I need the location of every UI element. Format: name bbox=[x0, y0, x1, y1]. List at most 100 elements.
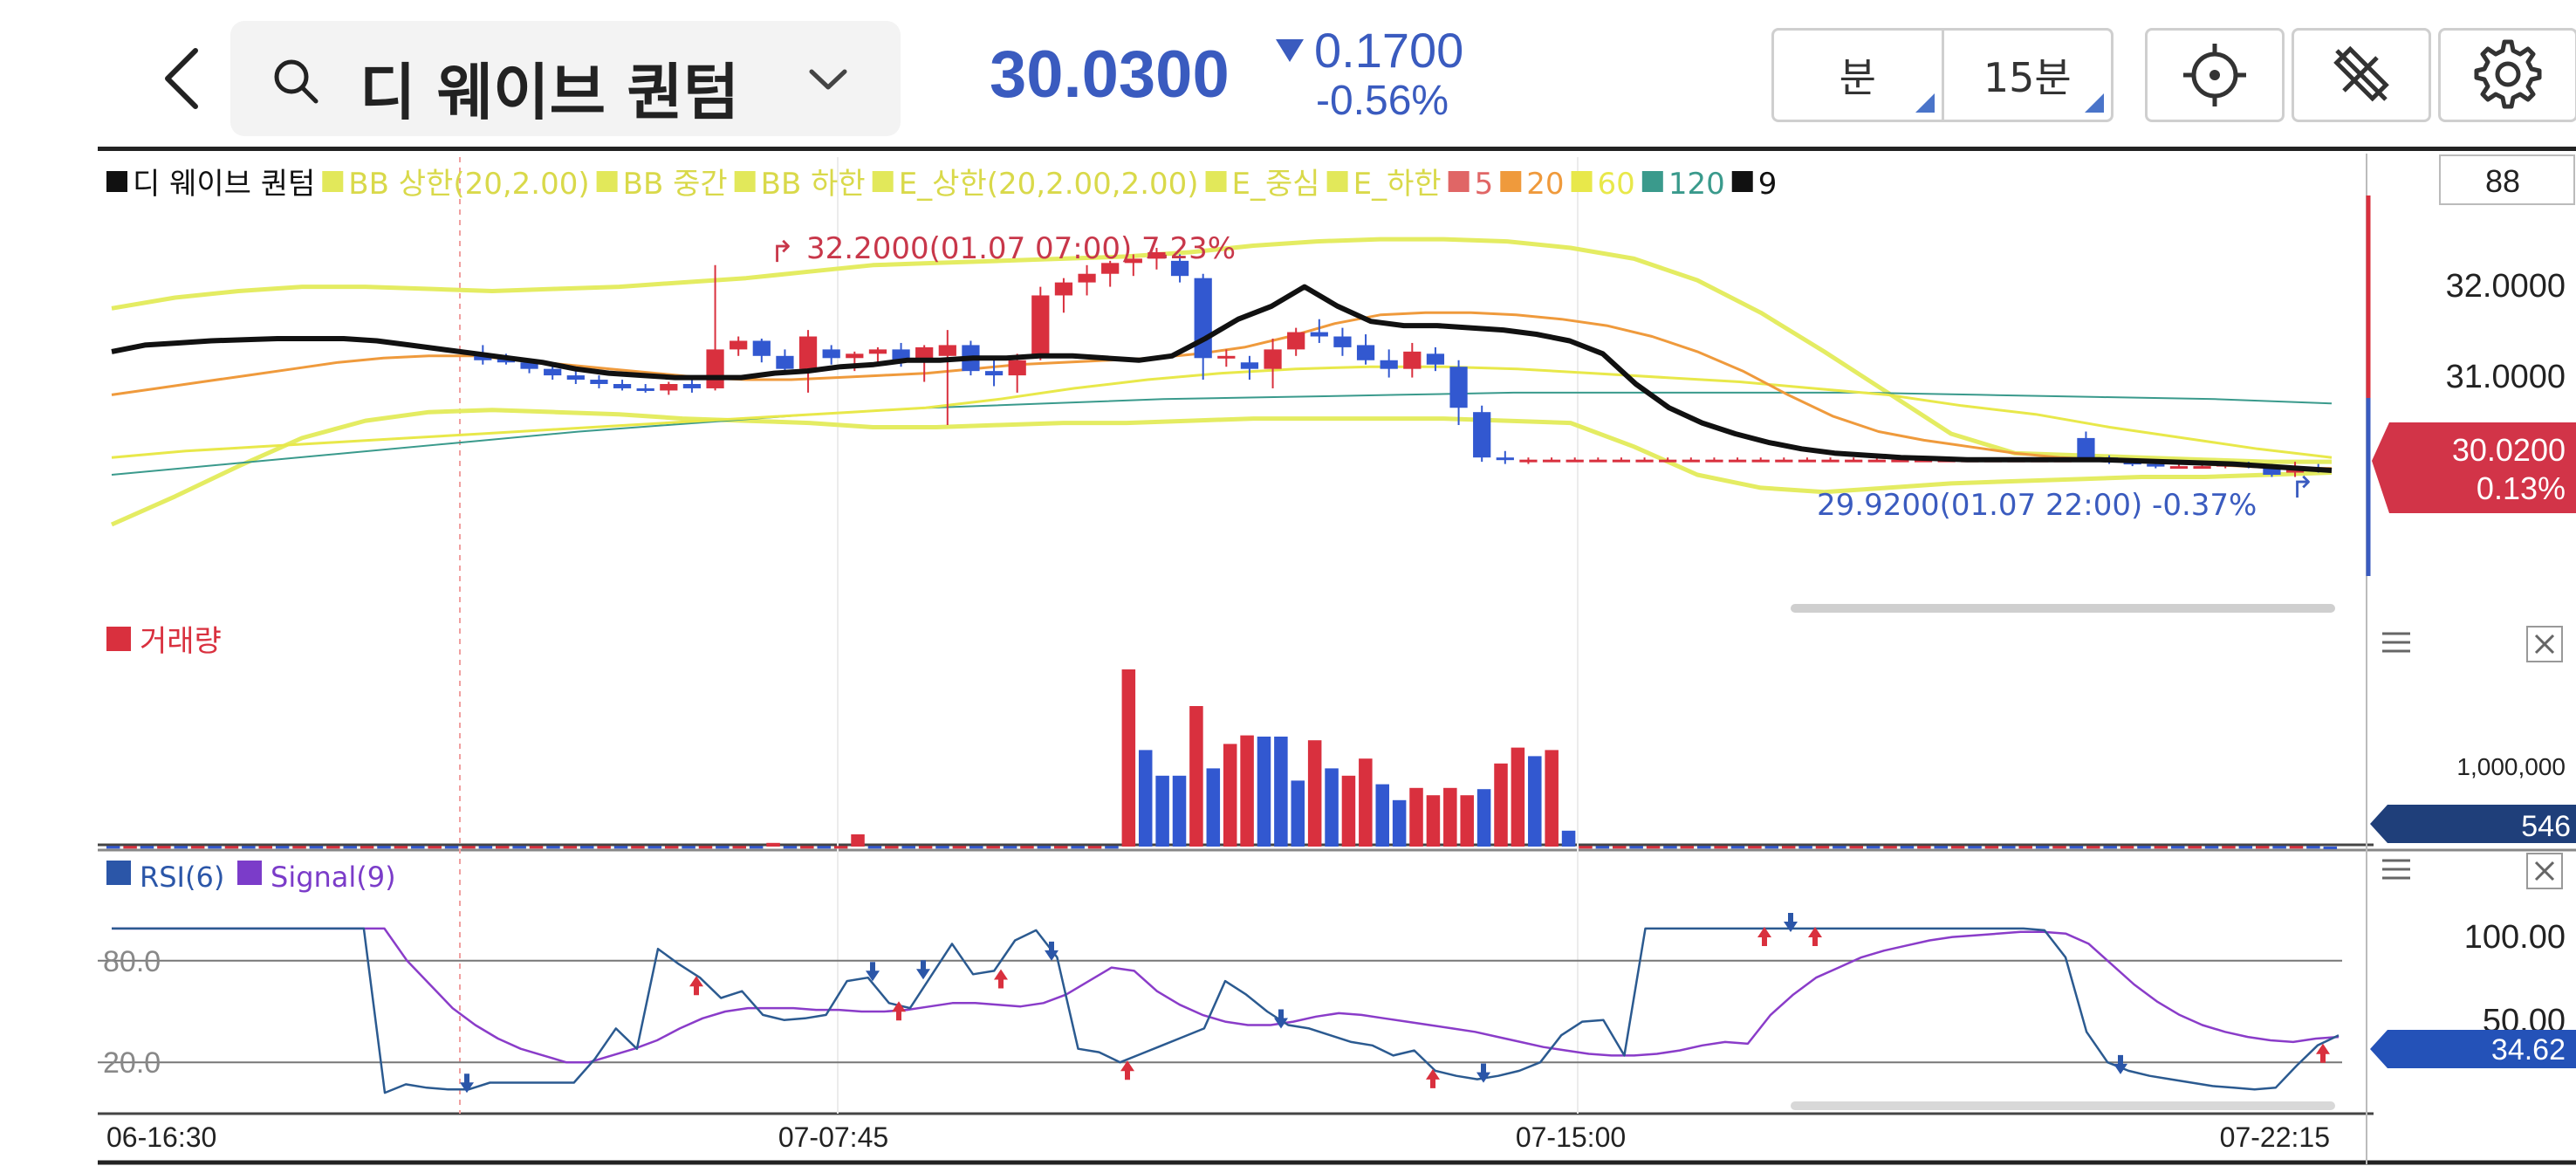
candle-body bbox=[798, 336, 818, 369]
current-price-tag bbox=[2372, 422, 2576, 513]
legend-swatch bbox=[106, 861, 131, 885]
panel-close-icon[interactable] bbox=[2526, 853, 2563, 889]
volume-bar bbox=[1071, 846, 1085, 849]
volume-bar bbox=[901, 846, 915, 849]
sell-arrow-icon bbox=[1476, 1063, 1490, 1083]
volume-bar bbox=[1359, 758, 1373, 847]
volume-bar bbox=[1291, 780, 1305, 847]
drawing-tools-button[interactable] bbox=[2292, 28, 2431, 122]
volume-bar bbox=[1189, 706, 1203, 847]
rsi-line bbox=[112, 927, 2340, 1094]
panel-menu-icon[interactable] bbox=[2382, 632, 2410, 653]
rsi-scrollbar[interactable] bbox=[1791, 1101, 2335, 1110]
volume-bar bbox=[2204, 846, 2219, 849]
candle-body bbox=[1821, 459, 1840, 463]
gear-icon bbox=[2474, 39, 2542, 109]
x-axis-label: 06-16:30 bbox=[106, 1121, 216, 1153]
candle-body bbox=[1194, 278, 1212, 359]
legend-swatch bbox=[106, 627, 131, 651]
candle-body bbox=[1217, 355, 1236, 359]
candle-body bbox=[1240, 362, 1259, 369]
candle-body bbox=[1264, 349, 1282, 369]
back-button[interactable] bbox=[148, 35, 218, 122]
panel-close-icon[interactable] bbox=[2526, 626, 2563, 662]
candle-body bbox=[1170, 260, 1189, 277]
volume-bar bbox=[647, 846, 662, 849]
volume-bar bbox=[1561, 830, 1576, 847]
legend-swatch bbox=[1205, 171, 1227, 192]
candle-body bbox=[1031, 295, 1050, 356]
volume-bar bbox=[1663, 846, 1677, 849]
candle-body bbox=[1101, 263, 1120, 274]
stock-name: 디 웨이브 퀀텀 bbox=[360, 57, 740, 128]
volume-bar bbox=[918, 846, 933, 849]
down-triangle-icon bbox=[1276, 39, 1304, 62]
timeframe-value-button[interactable]: 15분 bbox=[1941, 31, 2112, 120]
period-input-value: 88 bbox=[2485, 163, 2520, 199]
timeframe-selector: 분 15분 bbox=[1771, 28, 2114, 122]
volume-bar bbox=[1155, 775, 1169, 847]
volume-bar bbox=[2052, 846, 2066, 849]
buy-arrow-icon bbox=[689, 976, 703, 996]
volume-bar bbox=[1274, 737, 1288, 847]
period-input[interactable] bbox=[2439, 154, 2575, 205]
candle-body bbox=[1565, 459, 1584, 463]
candle-body bbox=[1612, 459, 1631, 463]
candle-body bbox=[1659, 459, 1677, 463]
volume-bar bbox=[1528, 756, 1542, 847]
volume-bar bbox=[2272, 846, 2286, 849]
volume-bar bbox=[106, 846, 120, 849]
legend-swatch bbox=[1571, 171, 1593, 192]
timeframe-value-label: 15분 bbox=[1983, 54, 2072, 101]
chevron-down-icon[interactable] bbox=[806, 58, 850, 101]
volume-bar bbox=[867, 846, 882, 849]
dropdown-corner-icon bbox=[1915, 93, 1935, 113]
legend-swatch bbox=[322, 171, 344, 192]
sell-arrow-icon bbox=[1784, 912, 1798, 932]
volume-bar bbox=[969, 846, 983, 849]
volume-bar bbox=[1054, 846, 1068, 849]
volume-bar bbox=[783, 846, 798, 849]
volume-bar bbox=[631, 846, 645, 849]
volume-bar bbox=[1613, 846, 1627, 849]
volume-bar bbox=[546, 846, 560, 849]
rsi-legend-label: RSI(6) bbox=[140, 861, 224, 894]
volume-bar bbox=[749, 846, 764, 849]
buy-arrow-icon bbox=[2316, 1043, 2330, 1063]
sell-arrow-icon bbox=[1274, 1009, 1288, 1029]
volume-bar bbox=[1240, 735, 1254, 847]
volume-bar bbox=[2086, 846, 2100, 849]
volume-bar bbox=[292, 846, 306, 849]
volume-bar bbox=[2069, 846, 2084, 849]
volume-bar bbox=[1392, 799, 1407, 847]
volume-bar bbox=[2323, 846, 2338, 849]
volume-bar bbox=[716, 846, 730, 849]
volume-bar bbox=[1476, 789, 1491, 847]
low-arrow-icon: ↱ bbox=[2290, 470, 2315, 505]
rsi-level-label: 20.0 bbox=[103, 1046, 161, 1080]
volume-bar bbox=[224, 846, 239, 849]
price-scrollbar[interactable] bbox=[1791, 604, 2335, 613]
legend-swatch bbox=[1731, 171, 1753, 192]
volume-bar bbox=[2238, 846, 2253, 849]
candle-body bbox=[1380, 360, 1398, 369]
volume-bar bbox=[1968, 846, 1982, 849]
volume-bar bbox=[1087, 846, 1102, 849]
timeframe-unit-button[interactable]: 분 bbox=[1774, 31, 1942, 120]
x-axis-label: 07-07:45 bbox=[778, 1121, 888, 1153]
volume-bar bbox=[1375, 784, 1389, 847]
volume-bar bbox=[1883, 846, 1897, 849]
candle-body bbox=[1728, 459, 1747, 463]
volume-bar bbox=[664, 846, 679, 849]
volume-bar bbox=[1730, 846, 1745, 849]
candle-body bbox=[1845, 459, 1863, 463]
volume-bar bbox=[360, 846, 374, 849]
panel-menu-icon[interactable] bbox=[2382, 859, 2410, 880]
volume-bar bbox=[613, 846, 628, 849]
rsi-current-tag bbox=[2370, 1030, 2576, 1068]
candle-body bbox=[1287, 332, 1305, 350]
legend-swatch bbox=[1641, 171, 1663, 192]
stock-search-box[interactable]: 디 웨이브 퀀텀 bbox=[230, 21, 901, 136]
crosshair-button[interactable] bbox=[2145, 28, 2285, 122]
